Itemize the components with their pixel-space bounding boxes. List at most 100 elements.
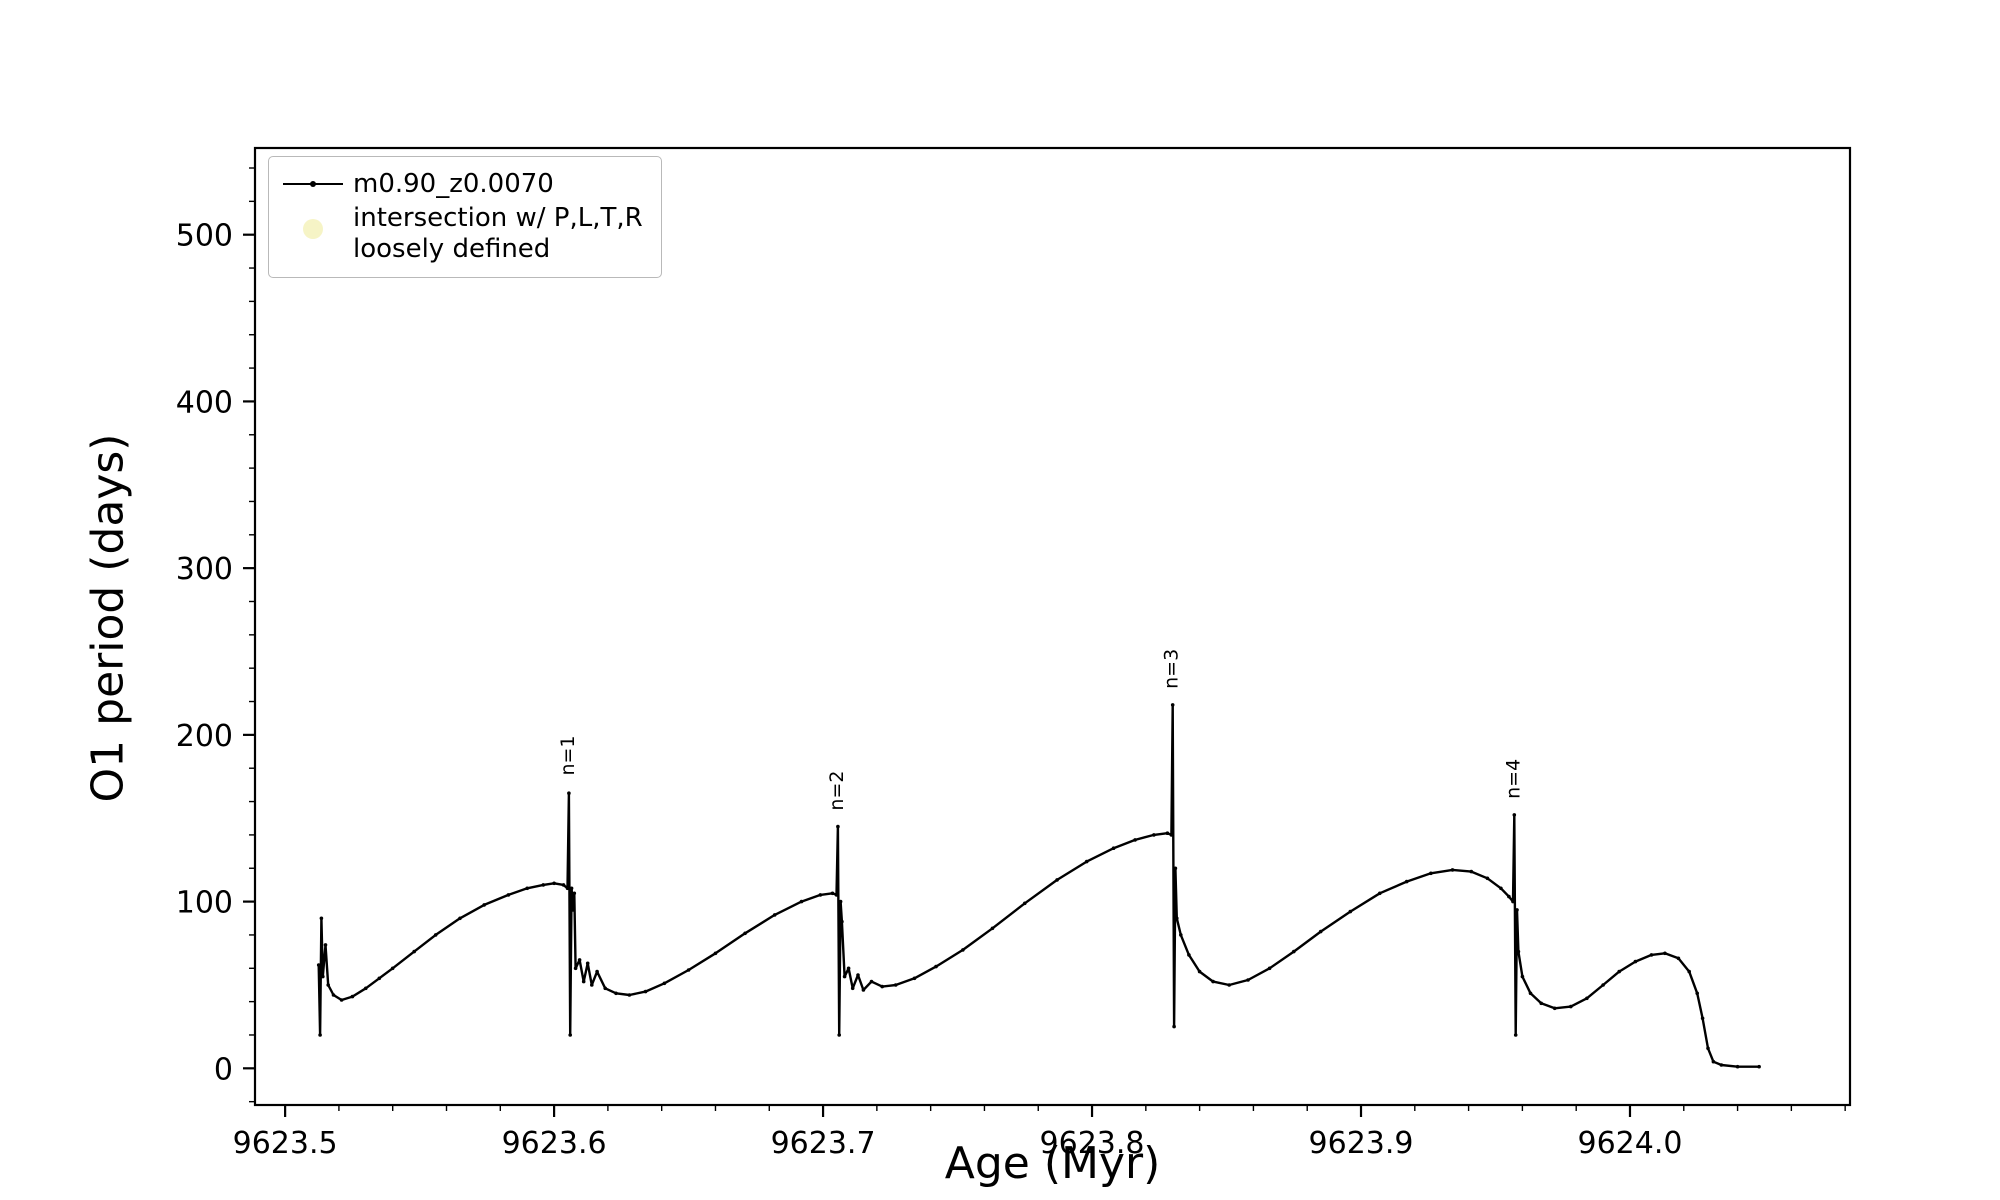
series-point-marker xyxy=(412,949,417,954)
series-point-marker xyxy=(662,981,667,986)
legend-label-intersection: intersection w/ P,L,T,R loosely defined xyxy=(353,203,643,265)
series-point-marker xyxy=(1267,966,1272,971)
series-point-marker xyxy=(1170,703,1175,707)
series-point-marker xyxy=(1687,969,1691,974)
series-point-marker xyxy=(377,976,382,981)
x-tick-label: 9623.7 xyxy=(771,1126,876,1161)
axes-spines xyxy=(253,146,1852,1107)
series-point-marker xyxy=(1663,951,1667,956)
series-point-marker xyxy=(1585,996,1589,1001)
series-point-marker xyxy=(1719,1063,1724,1067)
series-point-marker xyxy=(1084,859,1089,864)
legend-label-intersection-line1: intersection w/ P,L,T,R xyxy=(353,203,643,233)
series-point-marker xyxy=(1633,959,1638,964)
x-tick-label: 9623.8 xyxy=(1040,1126,1145,1161)
series-point-marker xyxy=(1706,1046,1710,1051)
series-point-marker xyxy=(1676,956,1681,961)
circle-marker-icon xyxy=(281,203,345,239)
series-point-marker xyxy=(569,886,574,891)
x-axis-label: Age (Myr) xyxy=(944,1138,1161,1189)
series-point-marker xyxy=(1516,949,1521,954)
series-point-marker xyxy=(1617,969,1621,974)
series-line xyxy=(317,703,1761,1068)
series-point-marker xyxy=(643,989,648,994)
series-point-marker xyxy=(1023,901,1027,906)
series-point-marker xyxy=(880,984,884,989)
line-dot-marker-icon xyxy=(281,167,345,201)
series-point-marker xyxy=(364,986,368,991)
series-point-marker xyxy=(1152,833,1156,837)
series-point-marker xyxy=(1165,831,1170,835)
series-point-marker xyxy=(837,1033,841,1037)
series-point-marker xyxy=(1133,838,1137,842)
series-point-marker xyxy=(1211,979,1215,984)
legend: m0.90_z0.0070 intersection w/ P,L,T,R lo… xyxy=(268,156,662,278)
series-point-marker xyxy=(1515,908,1519,912)
annotation-label: n=4 xyxy=(1502,759,1524,799)
annotation-label: n=3 xyxy=(1161,649,1183,689)
series-point-marker xyxy=(573,966,578,971)
series-point-marker xyxy=(1649,953,1654,957)
series-point-marker xyxy=(565,886,570,891)
legend-label-intersection-line2: loosely defined xyxy=(353,234,551,264)
series-point-marker xyxy=(1539,1001,1543,1006)
series-point-marker xyxy=(339,998,344,1002)
series-point-marker xyxy=(1601,983,1605,987)
y-tick-label: 500 xyxy=(176,219,233,254)
series-point-marker xyxy=(1227,983,1231,987)
y-tick-label: 0 xyxy=(214,1052,233,1087)
x-tick-label: 9623.9 xyxy=(1309,1126,1414,1161)
series-point-marker xyxy=(1528,991,1533,996)
y-tick-label: 400 xyxy=(176,385,233,420)
series-point-marker xyxy=(1173,866,1178,871)
series-point-marker xyxy=(1513,1033,1518,1037)
series-point-marker xyxy=(1246,978,1250,982)
series-point-marker xyxy=(686,968,691,972)
series-point-marker xyxy=(331,993,336,997)
series-point-marker xyxy=(846,966,851,971)
x-tick-label: 9623.5 xyxy=(233,1126,338,1161)
x-tick-label: 9624.0 xyxy=(1577,1126,1682,1161)
series-point-marker xyxy=(990,926,995,931)
legend-entry-intersection: intersection w/ P,L,T,R loosely defined xyxy=(281,203,643,265)
series-point-marker xyxy=(316,963,321,967)
series-point-marker xyxy=(506,893,511,897)
legend-entry-series: m0.90_z0.0070 xyxy=(281,167,643,201)
series-point-marker xyxy=(799,899,804,904)
series-point-marker xyxy=(1512,813,1517,817)
series-point-marker xyxy=(840,919,844,924)
x-tick-label: 9623.6 xyxy=(502,1126,607,1161)
series-point-marker xyxy=(350,994,355,999)
series-point-marker xyxy=(541,883,546,887)
series-point-marker xyxy=(1292,949,1296,954)
series-point-marker xyxy=(834,893,839,897)
series-point-marker xyxy=(1735,1064,1740,1069)
series-point-marker xyxy=(842,974,847,979)
series-point-marker xyxy=(614,991,618,996)
series-point-marker xyxy=(850,986,855,991)
series-point-marker xyxy=(861,988,866,992)
series-point-marker xyxy=(1450,868,1455,872)
series-point-marker xyxy=(568,1033,572,1037)
series-point-marker xyxy=(818,893,823,897)
series-point-marker xyxy=(1055,878,1059,882)
series-point-marker xyxy=(1757,1064,1761,1069)
series-point-marker xyxy=(830,891,835,896)
series-point-marker xyxy=(1175,916,1179,921)
series-point-marker xyxy=(323,943,328,947)
series-point-marker xyxy=(390,966,395,971)
series-point-marker xyxy=(869,979,874,984)
series-point-marker xyxy=(326,983,331,987)
series-point-marker xyxy=(567,791,571,795)
y-tick-label: 100 xyxy=(176,886,233,921)
series-point-marker xyxy=(1520,974,1525,979)
legend-label-series: m0.90_z0.0070 xyxy=(353,169,554,199)
series-point-marker xyxy=(743,931,747,936)
series-point-marker xyxy=(1700,1016,1705,1021)
series-point-marker xyxy=(1711,1059,1716,1064)
series-point-marker xyxy=(838,899,843,904)
series-point-marker xyxy=(603,986,607,991)
series-point-marker xyxy=(1111,846,1116,850)
